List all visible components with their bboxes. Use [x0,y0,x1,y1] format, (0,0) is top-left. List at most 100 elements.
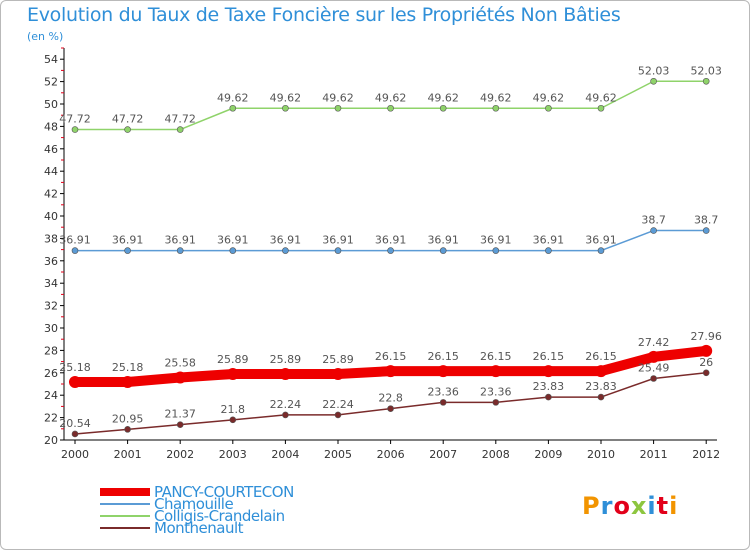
x-tick-label: 2008 [482,448,510,461]
x-tick-label: 2009 [534,448,562,461]
data-point-colligis-crandelain [229,104,237,112]
data-label-pancy-courtecon: 27.96 [690,330,722,343]
data-label-monthenault: 23.36 [480,385,512,398]
data-point-colligis-crandelain [282,104,289,112]
data-point-colligis-crandelain [545,104,552,112]
logo-letter: P [582,492,601,520]
data-point-monthenault [439,399,447,406]
data-point-chamouille [334,247,342,254]
y-tick-label: 38 [44,232,58,245]
data-point-colligis-crandelain [492,104,500,112]
data-point-chamouille [545,247,552,254]
data-label-colligis-crandelain: 47.72 [112,113,144,126]
y-tick-label: 52 [44,76,58,89]
data-point-monthenault [387,405,394,412]
data-label-pancy-courtecon: 26.15 [585,350,617,363]
legend-item: PANCY-COURTECON [100,483,420,501]
chart-unit-label: (en %) [27,30,64,43]
data-label-colligis-crandelain: 52.03 [638,64,670,77]
data-point-monthenault [492,399,500,406]
data-label-monthenault: 23.83 [533,380,565,393]
legend-swatch [100,515,150,517]
y-tick-label: 44 [44,165,58,178]
proxiti-logo: Proxiti [582,492,678,520]
data-label-monthenault: 25.49 [638,362,670,375]
data-label-chamouille: 36.91 [217,234,249,247]
data-label-chamouille: 38.7 [694,214,719,227]
data-label-chamouille: 36.91 [164,234,196,247]
x-tick-label: 2001 [114,448,142,461]
logo-letter: t [656,492,670,520]
data-label-pancy-courtecon: 26.15 [375,350,407,363]
legend-swatch [100,488,150,496]
data-label-monthenault: 20.54 [59,417,91,430]
legend-item: Colligis-Crandelain [100,507,420,525]
data-label-colligis-crandelain: 49.62 [270,91,302,104]
y-tick-label: 24 [44,389,58,402]
data-point-colligis-crandelain [124,126,131,133]
data-label-pancy-courtecon: 26.15 [480,350,512,363]
legend-swatch [100,503,150,505]
logo-letter: i [647,492,657,520]
data-point-pancy-courtecon [384,365,397,378]
data-label-pancy-courtecon: 26.15 [427,350,459,363]
y-tick-label: 26 [44,367,58,380]
data-point-chamouille [597,247,605,254]
data-point-colligis-crandelain [334,104,342,112]
data-point-monthenault [597,393,605,401]
data-label-colligis-crandelain: 47.72 [59,113,91,126]
y-tick-label: 54 [44,53,58,66]
data-label-chamouille: 36.91 [322,234,354,247]
data-label-pancy-courtecon: 25.89 [322,353,354,366]
y-tick-label: 34 [44,277,58,290]
data-label-colligis-crandelain: 49.62 [217,91,249,104]
data-point-monthenault [650,375,657,382]
data-point-chamouille [71,247,79,254]
data-label-chamouille: 36.91 [59,234,91,247]
data-point-chamouille [439,247,447,254]
data-point-pancy-courtecon [174,371,187,384]
logo-letter: x [630,492,648,520]
x-tick-label: 2011 [640,448,668,461]
y-tick-label: 20 [44,434,58,447]
data-label-monthenault: 23.36 [427,385,459,398]
y-tick-label: 40 [44,210,58,223]
data-label-chamouille: 36.91 [375,234,407,247]
data-point-monthenault [229,416,237,424]
y-tick-label: 48 [44,120,58,133]
logo-letter: i [669,492,679,520]
data-label-colligis-crandelain: 49.62 [375,91,407,104]
data-point-monthenault [176,421,184,428]
data-label-chamouille: 38.7 [641,214,666,227]
data-point-monthenault [545,393,552,401]
data-point-pancy-courtecon [69,375,81,388]
data-point-colligis-crandelain [702,77,710,85]
data-label-monthenault: 22.24 [322,398,354,411]
data-point-colligis-crandelain [597,104,605,112]
x-tick-label: 2002 [166,448,194,461]
data-label-pancy-courtecon: 25.89 [217,353,249,366]
data-point-monthenault [282,411,289,419]
data-point-monthenault [124,426,131,433]
data-point-monthenault [334,411,342,419]
data-label-chamouille: 36.91 [112,234,144,247]
data-point-colligis-crandelain [71,126,79,133]
data-point-chamouille [492,247,500,254]
data-point-pancy-courtecon [279,368,292,381]
y-tick-label: 32 [44,300,58,313]
data-label-pancy-courtecon: 25.18 [112,361,144,374]
data-label-chamouille: 36.91 [480,234,512,247]
y-tick-label: 46 [44,143,58,156]
data-label-pancy-courtecon: 25.89 [270,353,302,366]
legend-label: PANCY-COURTECON [154,483,294,501]
data-label-chamouille: 36.91 [270,234,302,247]
data-point-chamouille [387,247,394,254]
data-label-pancy-courtecon: 25.18 [59,361,91,374]
data-label-chamouille: 36.91 [585,234,617,247]
y-tick-label: 28 [44,344,58,357]
data-point-colligis-crandelain [387,104,394,112]
data-point-pancy-courtecon [647,350,660,363]
data-point-monthenault [71,430,79,438]
